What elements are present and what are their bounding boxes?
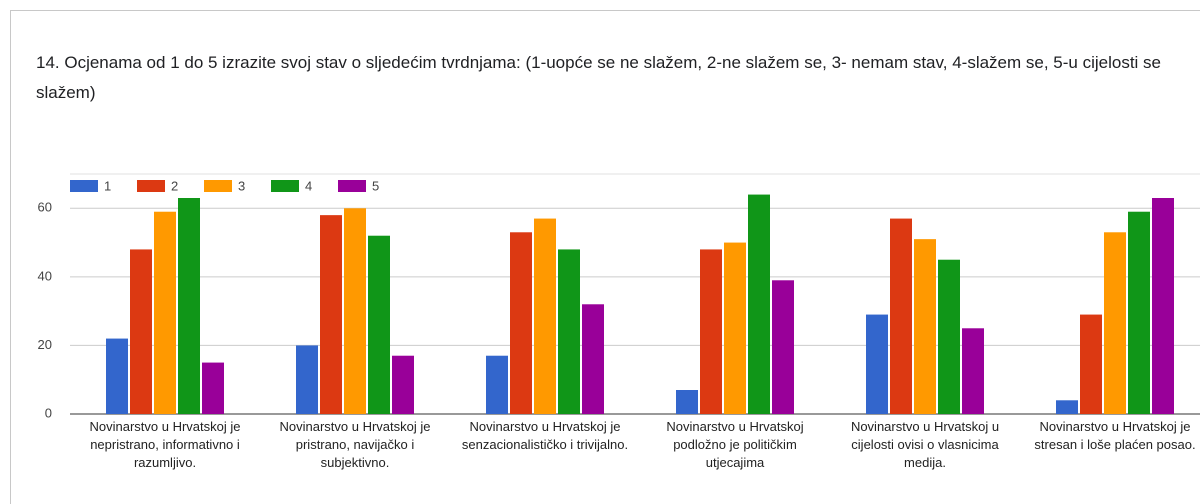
- bar: [700, 249, 722, 414]
- legend-label: 1: [104, 178, 111, 193]
- bar: [724, 242, 746, 414]
- bar: [962, 328, 984, 414]
- legend-label: 4: [305, 178, 312, 193]
- x-tick-label: Novinarstvo u Hrvatskoj je stresan i loš…: [1034, 419, 1196, 452]
- bar: [1080, 314, 1102, 414]
- legend-swatch: [271, 180, 299, 192]
- bar: [1128, 211, 1150, 414]
- bar: [296, 345, 318, 414]
- legend-label: 5: [372, 178, 379, 193]
- bar: [1104, 232, 1126, 414]
- legend-swatch: [338, 180, 366, 192]
- x-tick-label: Novinarstvo u Hrvatskoj podložno je poli…: [666, 419, 804, 470]
- x-tick-label: Novinarstvo u Hrvatskoj je senzacionalis…: [461, 419, 629, 452]
- bar: [1056, 400, 1078, 414]
- y-tick-label: 60: [38, 200, 52, 215]
- y-tick-label: 0: [45, 405, 52, 420]
- chart-title: 14. Ocjenama od 1 do 5 izrazite svoj sta…: [36, 53, 1161, 102]
- bar: [510, 232, 532, 414]
- bar: [534, 218, 556, 414]
- bar: [890, 218, 912, 414]
- legend-label: 3: [238, 178, 245, 193]
- bar: [106, 338, 128, 414]
- y-tick-label: 20: [38, 337, 52, 352]
- x-tick-label: Novinarstvo u Hrvatskoj je pristrano, na…: [279, 419, 431, 470]
- y-tick-label: 40: [38, 268, 52, 283]
- x-tick-label: Novinarstvo u Hrvatskoj u cijelosti ovis…: [850, 419, 1000, 470]
- bar: [130, 249, 152, 414]
- bar: [558, 249, 580, 414]
- legend-swatch: [137, 180, 165, 192]
- card: [10, 10, 1200, 504]
- bar: [938, 259, 960, 414]
- bar: [368, 235, 390, 414]
- legend-label: 2: [171, 178, 178, 193]
- bar: [772, 280, 794, 414]
- bar: [748, 194, 770, 414]
- bar: [178, 198, 200, 414]
- bar: [320, 215, 342, 414]
- legend-swatch: [204, 180, 232, 192]
- bar: [392, 355, 414, 414]
- x-tick-label: Novinarstvo u Hrvatskoj je nepristrano, …: [89, 419, 241, 470]
- bar: [1152, 198, 1174, 414]
- bar: [486, 355, 508, 414]
- bar: [676, 390, 698, 414]
- bar: [866, 314, 888, 414]
- bar: [154, 211, 176, 414]
- bar: [344, 208, 366, 414]
- legend-swatch: [70, 180, 98, 192]
- bar: [582, 304, 604, 414]
- bar: [202, 362, 224, 414]
- bar: [914, 239, 936, 414]
